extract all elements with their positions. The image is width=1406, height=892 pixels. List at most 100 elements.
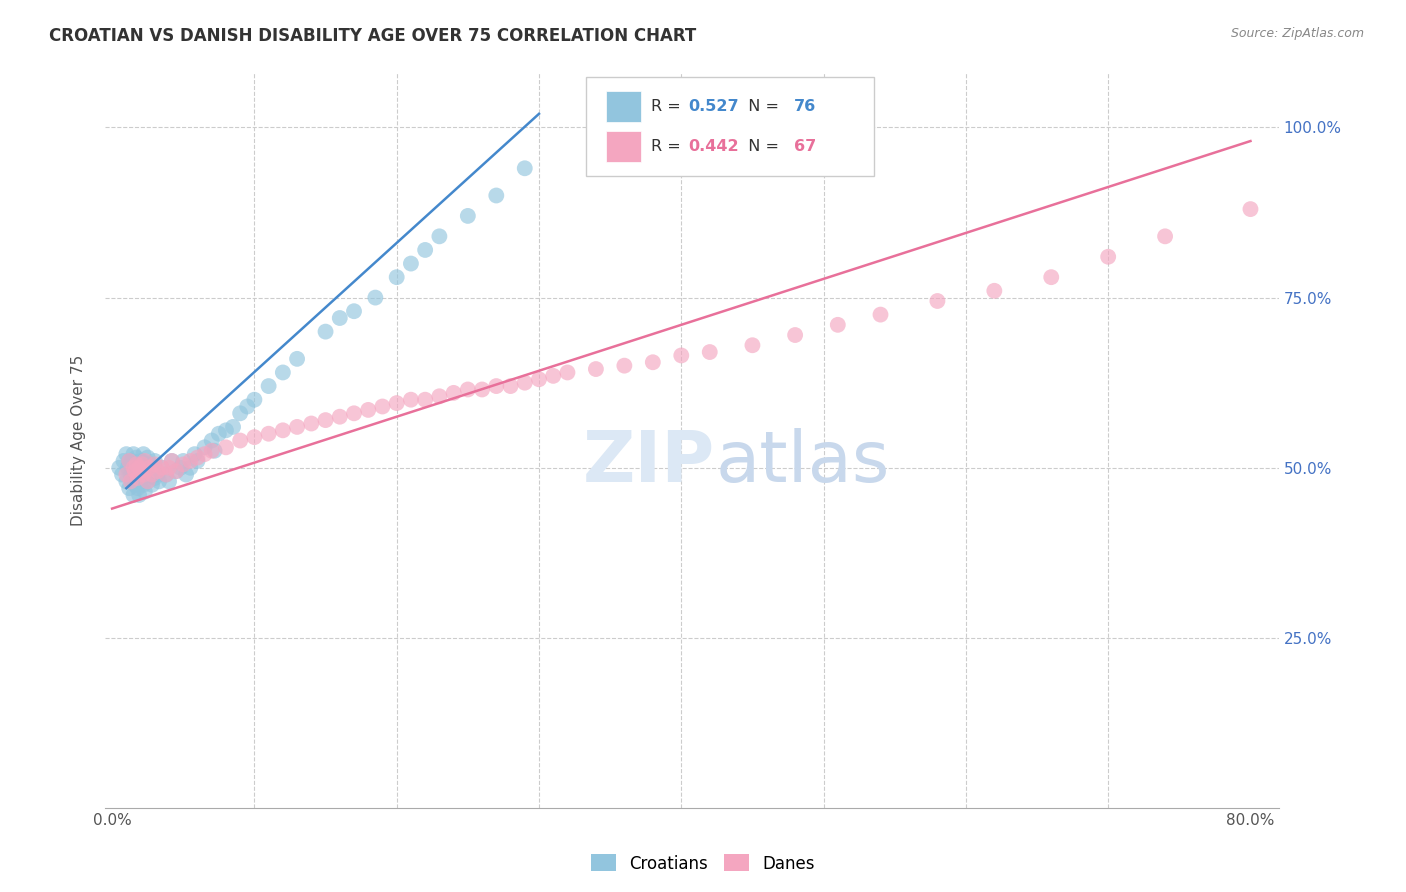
Point (186, 454, 208, 468)
Point (132, 467, 155, 482)
Text: 0.442: 0.442 (689, 139, 740, 154)
Point (315, 325, 337, 339)
Point (285, 351, 308, 366)
Point (155, 467, 177, 482)
Point (194, 447, 217, 461)
Point (172, 458, 194, 472)
Point (172, 454, 194, 468)
Point (299, 417, 322, 431)
Point (134, 464, 156, 478)
Point (1040, 270, 1063, 285)
Point (112, 454, 135, 468)
Point (429, 389, 451, 403)
Point (160, 454, 183, 468)
Point (136, 475, 159, 489)
Point (671, 348, 693, 362)
Point (121, 475, 143, 489)
Point (120, 467, 142, 482)
Point (125, 450, 148, 465)
Point (215, 423, 238, 437)
Point (120, 458, 142, 472)
Point (222, 420, 245, 434)
Point (134, 454, 156, 468)
Point (128, 467, 150, 482)
Point (557, 366, 579, 380)
Point (143, 471, 166, 485)
Point (343, 304, 366, 318)
Point (135, 458, 157, 472)
Point (1097, 250, 1119, 264)
Point (186, 450, 208, 465)
Point (165, 464, 187, 478)
Point (136, 475, 159, 489)
Point (143, 454, 166, 468)
Point (201, 434, 224, 448)
Point (169, 460, 191, 475)
Point (122, 464, 145, 478)
Point (129, 475, 152, 489)
Point (329, 311, 352, 326)
Point (122, 488, 145, 502)
Point (122, 447, 145, 461)
Point (111, 467, 134, 482)
Point (143, 458, 166, 472)
Point (194, 440, 217, 454)
Point (148, 475, 170, 489)
Point (399, 256, 422, 270)
Point (413, 243, 436, 257)
Point (124, 464, 146, 478)
Point (271, 423, 294, 437)
Text: N =: N = (738, 139, 785, 154)
Point (699, 345, 721, 359)
Point (513, 376, 536, 390)
Point (128, 460, 150, 475)
Point (122, 460, 145, 475)
Point (146, 467, 169, 482)
Point (131, 454, 153, 468)
Point (827, 318, 849, 332)
Point (457, 383, 479, 397)
Point (499, 379, 522, 393)
Point (927, 293, 949, 308)
Point (357, 403, 380, 417)
Point (385, 270, 408, 285)
Point (129, 460, 152, 475)
Point (117, 460, 139, 475)
Point (983, 284, 1005, 298)
Text: CROATIAN VS DANISH DISABILITY AGE OVER 75 CORRELATION CHART: CROATIAN VS DANISH DISABILITY AGE OVER 7… (49, 27, 696, 45)
Point (127, 471, 149, 485)
Text: 67: 67 (794, 139, 817, 154)
Point (385, 396, 408, 410)
Text: N =: N = (738, 99, 785, 114)
Text: atlas: atlas (716, 428, 890, 497)
Point (118, 481, 141, 495)
Point (150, 460, 173, 475)
Text: R =: R = (651, 139, 686, 154)
Bar (606, 91, 641, 122)
Point (741, 338, 763, 352)
Point (138, 467, 160, 482)
Point (457, 209, 479, 223)
Point (118, 454, 141, 468)
Point (443, 385, 465, 400)
Point (215, 440, 238, 454)
Text: R =: R = (651, 99, 686, 114)
Point (229, 434, 252, 448)
Point (128, 488, 150, 502)
Point (134, 484, 156, 499)
Point (183, 447, 205, 461)
Point (271, 366, 294, 380)
Text: 0.527: 0.527 (689, 99, 740, 114)
Point (471, 383, 494, 397)
Point (204, 443, 226, 458)
Point (157, 460, 180, 475)
Point (315, 413, 337, 427)
Point (371, 400, 394, 414)
Point (364, 291, 387, 305)
Point (585, 362, 607, 376)
Point (257, 426, 280, 441)
Text: 76: 76 (794, 99, 817, 114)
Point (243, 392, 266, 407)
Point (125, 471, 148, 485)
Point (118, 454, 141, 468)
